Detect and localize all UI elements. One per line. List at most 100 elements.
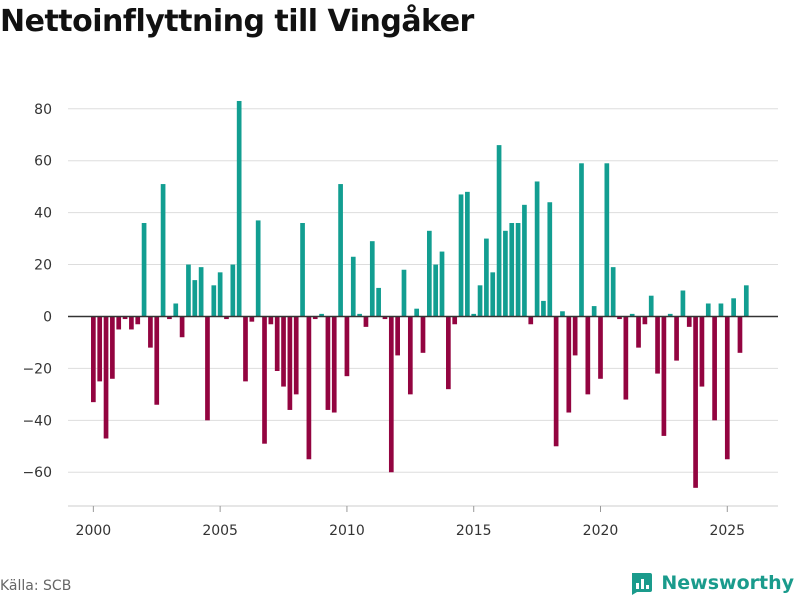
bar-negative[interactable] (655, 316, 660, 374)
bar-negative[interactable] (617, 316, 622, 320)
bar-positive[interactable] (376, 287, 381, 317)
bar-negative[interactable] (585, 316, 591, 395)
bar-positive[interactable] (680, 290, 686, 317)
bar-negative[interactable] (566, 316, 572, 413)
bar-negative[interactable] (572, 316, 578, 356)
bar-negative[interactable] (553, 316, 559, 447)
bar-positive[interactable] (300, 223, 305, 317)
bar-positive[interactable] (255, 220, 261, 317)
bar-negative[interactable] (312, 316, 318, 320)
bar-positive[interactable] (426, 230, 432, 317)
bar-negative[interactable] (116, 316, 122, 330)
bar-negative[interactable] (268, 316, 274, 325)
bar-negative[interactable] (281, 316, 286, 387)
bar-negative[interactable] (97, 316, 103, 382)
bar-negative[interactable] (452, 316, 458, 325)
bar-negative[interactable] (528, 316, 534, 325)
bar-positive[interactable] (648, 295, 654, 317)
bar-negative[interactable] (737, 316, 743, 353)
bar-negative[interactable] (598, 316, 603, 379)
bar-positive[interactable] (433, 264, 439, 317)
bar-positive[interactable] (541, 300, 546, 317)
bar-positive[interactable] (477, 285, 483, 317)
bar-positive[interactable] (743, 285, 749, 317)
bar-positive[interactable] (186, 264, 191, 317)
bar-negative[interactable] (167, 316, 172, 320)
bar-negative[interactable] (224, 316, 229, 320)
bar-positive[interactable] (629, 313, 635, 317)
bar-negative[interactable] (674, 316, 679, 361)
bar-positive[interactable] (338, 184, 343, 317)
bar-negative[interactable] (331, 316, 337, 413)
bar-negative[interactable] (129, 316, 134, 330)
bar-negative[interactable] (205, 316, 210, 421)
bar-negative[interactable] (420, 316, 426, 353)
bar-negative[interactable] (407, 316, 413, 395)
bar-negative[interactable] (699, 316, 705, 387)
bar-positive[interactable] (718, 303, 724, 317)
bar-negative[interactable] (148, 316, 153, 348)
bar-positive[interactable] (579, 163, 584, 317)
bar-positive[interactable] (414, 308, 420, 317)
bar-positive[interactable] (484, 238, 489, 317)
bar-negative[interactable] (179, 316, 185, 338)
bar-positive[interactable] (160, 184, 166, 317)
bar-negative[interactable] (363, 316, 369, 327)
bar-positive[interactable] (604, 163, 610, 317)
bar-positive[interactable] (471, 313, 477, 317)
bar-positive[interactable] (211, 285, 217, 317)
bar-positive[interactable] (522, 204, 527, 317)
bar-negative[interactable] (636, 316, 641, 348)
bar-positive[interactable] (490, 272, 496, 317)
bar-negative[interactable] (103, 316, 109, 439)
bar-negative[interactable] (122, 316, 128, 320)
bar-negative[interactable] (686, 316, 692, 327)
bar-positive[interactable] (319, 313, 324, 317)
bar-negative[interactable] (446, 316, 451, 390)
bar-positive[interactable] (141, 223, 147, 317)
bar-positive[interactable] (173, 303, 179, 317)
bar-negative[interactable] (306, 316, 312, 460)
bar-positive[interactable] (591, 306, 597, 317)
bar-negative[interactable] (91, 316, 96, 403)
bar-negative[interactable] (243, 316, 248, 382)
bar-positive[interactable] (667, 313, 673, 317)
bar-negative[interactable] (642, 316, 648, 325)
bar-positive[interactable] (731, 298, 736, 317)
brand-logo[interactable]: Newsworthy (629, 570, 794, 596)
bar-positive[interactable] (496, 145, 502, 317)
bar-positive[interactable] (357, 313, 362, 317)
bar-positive[interactable] (439, 251, 445, 317)
bar-negative[interactable] (287, 316, 293, 410)
bar-positive[interactable] (560, 311, 565, 317)
bar-negative[interactable] (712, 316, 717, 421)
bar-negative[interactable] (382, 316, 388, 320)
bar-positive[interactable] (503, 230, 508, 317)
bar-positive[interactable] (465, 191, 470, 317)
bar-positive[interactable] (509, 223, 515, 317)
bar-negative[interactable] (344, 316, 350, 377)
bar-negative[interactable] (623, 316, 629, 400)
bar-positive[interactable] (198, 267, 204, 317)
bar-negative[interactable] (724, 316, 730, 460)
bar-negative[interactable] (693, 316, 698, 488)
bar-positive[interactable] (369, 241, 375, 317)
bar-positive[interactable] (705, 303, 711, 317)
bar-positive[interactable] (547, 202, 553, 317)
bar-negative[interactable] (135, 316, 141, 325)
bar-negative[interactable] (262, 316, 267, 444)
bar-positive[interactable] (610, 267, 616, 317)
bar-negative[interactable] (249, 316, 255, 322)
bar-positive[interactable] (192, 280, 198, 317)
bar-negative[interactable] (325, 316, 331, 410)
bar-positive[interactable] (401, 269, 407, 317)
bar-positive[interactable] (458, 194, 464, 317)
bar-negative[interactable] (293, 316, 299, 395)
bar-negative[interactable] (395, 316, 400, 356)
bar-negative[interactable] (388, 316, 394, 473)
bar-positive[interactable] (230, 264, 236, 317)
bar-positive[interactable] (515, 223, 521, 317)
bar-positive[interactable] (534, 181, 540, 317)
bar-positive[interactable] (236, 100, 242, 317)
bar-negative[interactable] (274, 316, 280, 371)
